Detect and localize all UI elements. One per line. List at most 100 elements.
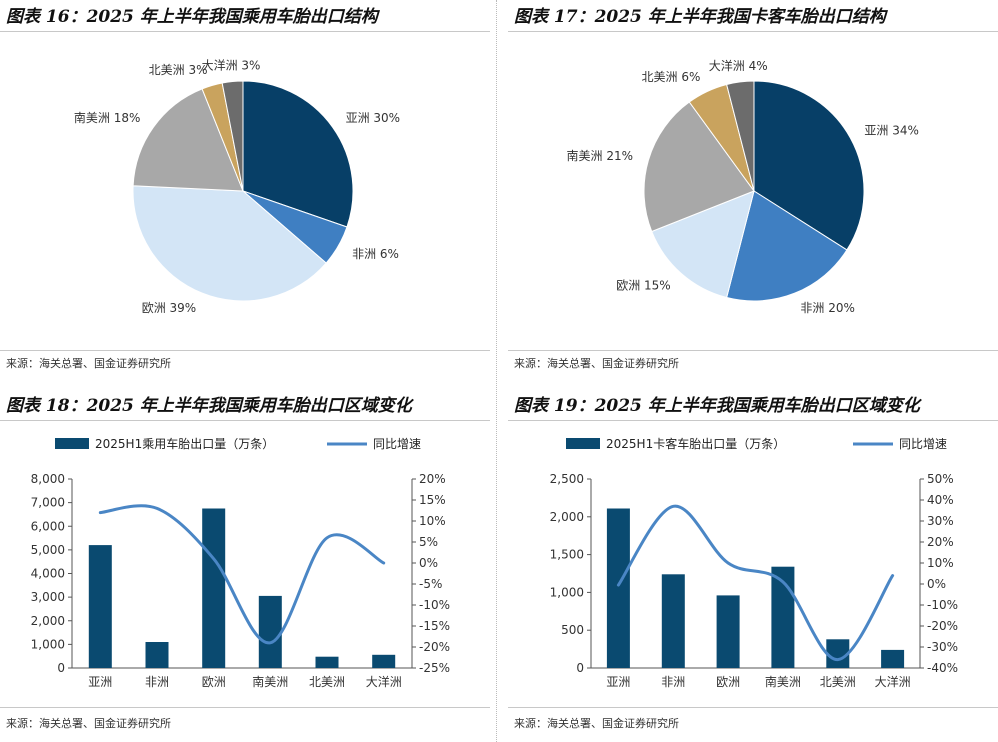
chart-panel-16: 图表 16：2025 年上半年我国乘用车胎出口结构 亚洲 30% 非洲 6% 欧洲 … bbox=[0, 0, 490, 385]
growth-line bbox=[616, 504, 895, 662]
pie-slice bbox=[726, 80, 755, 192]
left-tick-label: 2,000 bbox=[550, 510, 584, 524]
pie-slice bbox=[726, 190, 848, 302]
pie-label: 北美洲 3% bbox=[149, 63, 208, 77]
pie-label: 欧洲 15% bbox=[616, 279, 671, 293]
right-tick-label: -20% bbox=[927, 619, 958, 633]
left-tick-label: 6,000 bbox=[31, 519, 65, 533]
category-label: 大洋洲 bbox=[875, 674, 911, 689]
left-tick-label: 5,000 bbox=[31, 543, 65, 557]
right-tick-label: -30% bbox=[927, 640, 958, 654]
right-tick-label: -10% bbox=[419, 598, 450, 612]
bar bbox=[202, 508, 226, 668]
right-tick-label: 10% bbox=[927, 556, 954, 570]
right-tick-label: 5% bbox=[419, 535, 438, 549]
source-rule bbox=[0, 350, 490, 351]
category-label: 南美洲 bbox=[765, 674, 801, 689]
category-label: 欧洲 bbox=[716, 675, 740, 689]
chart-source: 来源：海关总署、国金证券研究所 bbox=[514, 717, 679, 730]
chart-title: 图表 18：2025 年上半年我国乘用车胎出口区域变化 bbox=[6, 396, 412, 416]
combo-chart-19: 2025H1卡客车胎出口量（万条） 同比增速 0 500 1,000 1,500 2,000… bbox=[550, 436, 958, 689]
left-tick-label: 1,500 bbox=[550, 548, 584, 562]
category-label: 北美洲 bbox=[309, 675, 345, 689]
left-tick-label: 4,000 bbox=[31, 567, 65, 581]
pie-label: 非洲 6% bbox=[352, 247, 399, 261]
source-rule bbox=[508, 707, 998, 708]
source-rule bbox=[508, 350, 998, 351]
category-label: 亚洲 bbox=[606, 675, 630, 689]
pie-label: 大洋洲 4% bbox=[709, 58, 768, 73]
right-tick-label: 0% bbox=[419, 556, 438, 570]
legend-label-line: 同比增速 bbox=[373, 437, 421, 451]
legend-label-line: 同比增速 bbox=[899, 437, 947, 451]
right-tick-label: -10% bbox=[927, 598, 958, 612]
left-tick-label: 7,000 bbox=[31, 496, 65, 510]
right-tick-label: -25% bbox=[419, 661, 450, 675]
category-label: 欧洲 bbox=[202, 675, 226, 689]
pie-label: 亚洲 30% bbox=[346, 111, 401, 125]
chart-panel-19: 图表 19：2025 年上半年我国乘用车胎出口区域变化 2025H1卡客车胎出口… bbox=[508, 389, 998, 742]
chart-title: 图表 16：2025 年上半年我国乘用车胎出口结构 bbox=[6, 7, 378, 27]
right-tick-label: 50% bbox=[927, 472, 954, 486]
bar bbox=[372, 654, 396, 668]
left-tick-label: 1,000 bbox=[31, 637, 65, 651]
pie-label: 南美洲 21% bbox=[567, 148, 634, 163]
legend-label-bar: 2025H1卡客车胎出口量（万条） bbox=[606, 436, 785, 451]
chart-source: 来源：海关总署、国金证券研究所 bbox=[6, 357, 171, 370]
pie-chart-17: 亚洲 34% 非洲 20% 欧洲 15% 南美洲 21% 北美洲 6% 大洋洲 4% bbox=[567, 58, 919, 315]
bar bbox=[315, 656, 339, 668]
pie-slice bbox=[651, 190, 755, 299]
pie-label: 亚洲 34% bbox=[864, 123, 919, 137]
bar bbox=[661, 574, 685, 668]
left-tick-label: 2,500 bbox=[550, 472, 584, 486]
bar bbox=[771, 566, 795, 668]
chart-source: 来源：海关总署、国金证券研究所 bbox=[514, 357, 679, 370]
bar bbox=[606, 508, 630, 668]
pie-label: 欧洲 39% bbox=[142, 301, 197, 315]
category-label: 南美洲 bbox=[252, 674, 288, 689]
panel-divider bbox=[496, 0, 497, 742]
category-label: 亚洲 bbox=[88, 675, 112, 689]
right-tick-label: 30% bbox=[927, 514, 954, 528]
right-tick-label: 10% bbox=[419, 514, 446, 528]
category-label: 北美洲 bbox=[820, 675, 856, 689]
pie-label: 南美洲 18% bbox=[74, 110, 141, 125]
pie-slice bbox=[132, 88, 244, 192]
right-tick-label: 20% bbox=[419, 472, 446, 486]
growth-line bbox=[98, 504, 386, 645]
pie-slice bbox=[221, 80, 244, 192]
pie-slice bbox=[643, 101, 755, 233]
legend-swatch-bar bbox=[566, 438, 600, 449]
left-tick-label: 3,000 bbox=[31, 590, 65, 604]
legend-swatch-bar bbox=[55, 438, 89, 449]
legend-label-bar: 2025H1乘用车胎出口量（万条） bbox=[95, 436, 274, 451]
chart-title: 图表 17：2025 年上半年我国卡客车胎出口结构 bbox=[514, 7, 886, 27]
bar bbox=[716, 595, 740, 668]
title-rule bbox=[0, 420, 490, 421]
source-rule bbox=[0, 707, 490, 708]
left-tick-label: 1,000 bbox=[550, 585, 584, 599]
title-rule bbox=[508, 31, 998, 32]
right-tick-label: -15% bbox=[419, 619, 450, 633]
bar bbox=[145, 642, 169, 668]
category-label: 非洲 bbox=[145, 675, 169, 689]
left-tick-label: 8,000 bbox=[31, 472, 65, 486]
pie-chart-16: 亚洲 30% 非洲 6% 欧洲 39% 南美洲 18% 北美洲 3%大洋洲 3% bbox=[74, 58, 401, 315]
pie-slice bbox=[242, 80, 354, 228]
right-tick-label: -20% bbox=[419, 640, 450, 654]
title-rule bbox=[0, 31, 490, 32]
bar bbox=[88, 545, 112, 668]
pie-label: 非洲 20% bbox=[800, 301, 855, 315]
left-tick-label: 500 bbox=[561, 623, 584, 637]
right-tick-label: 20% bbox=[927, 535, 954, 549]
pie-slice bbox=[132, 185, 327, 302]
left-tick-label: 2,000 bbox=[31, 614, 65, 628]
right-tick-label: 0% bbox=[927, 577, 946, 591]
bar bbox=[881, 649, 905, 668]
left-tick-label: 0 bbox=[576, 661, 584, 675]
title-rule bbox=[508, 420, 998, 421]
combo-chart-18: 2025H1乘用车胎出口量（万条） 同比增速 0 1,000 2,000 3,000 4,0… bbox=[31, 436, 450, 689]
right-tick-label: 15% bbox=[419, 493, 446, 507]
category-label: 大洋洲 bbox=[366, 674, 402, 689]
pie-label: 北美洲 6% bbox=[642, 70, 701, 84]
